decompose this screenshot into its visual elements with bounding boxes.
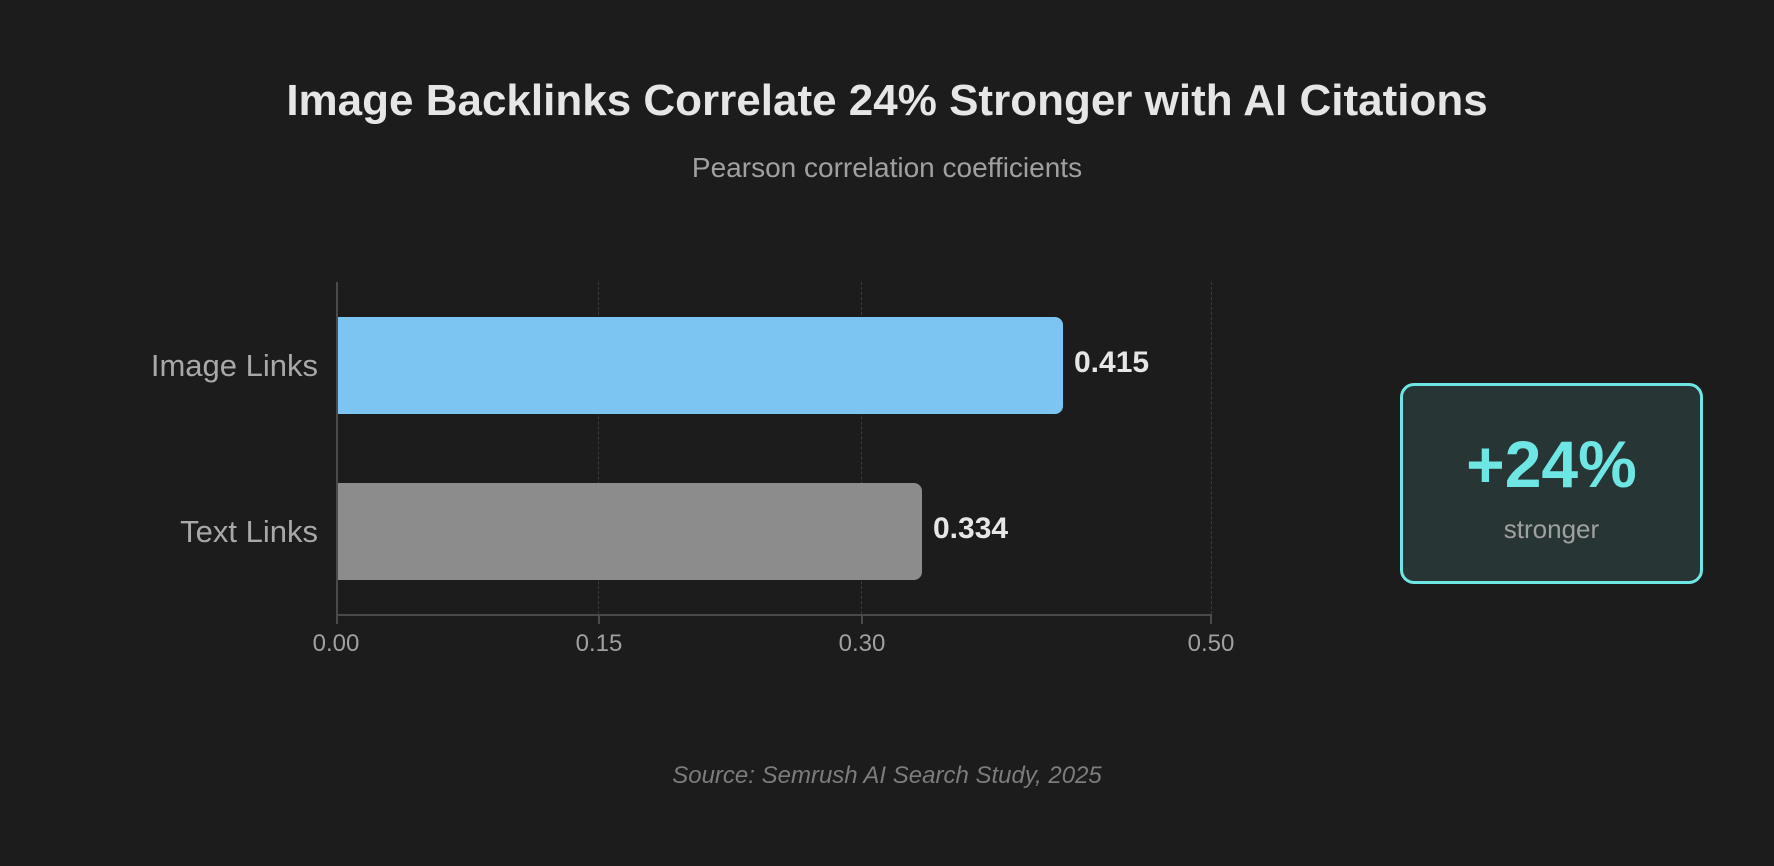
x-tick-label: 0.30 <box>838 630 886 657</box>
gridline-030 <box>861 282 862 614</box>
y-axis-line <box>336 282 338 616</box>
bar-image-links <box>338 317 1063 414</box>
x-tick <box>598 614 600 624</box>
plot-area: 0.415 0.334 0.00 0.15 0.30 0.50 <box>313 282 1234 657</box>
badge-label: stronger <box>1503 514 1600 544</box>
x-tick-label: 0.00 <box>312 630 360 657</box>
x-tick-label: 0.50 <box>1187 630 1235 657</box>
x-tick <box>336 614 338 624</box>
source-note: Source: Semrush AI Search Study, 2025 <box>672 762 1102 789</box>
x-axis-line <box>336 614 1212 616</box>
category-label-image-links: Image Links <box>150 348 318 383</box>
gridline-050 <box>1211 282 1212 614</box>
badge-value: +24% <box>1466 427 1637 501</box>
chart-title: Image Backlinks Correlate 24% Stronger w… <box>286 76 1488 125</box>
category-label-text-links: Text Links <box>180 514 318 549</box>
chart-subtitle: Pearson correlation coefficients <box>691 152 1083 183</box>
x-tick <box>1210 614 1212 624</box>
bar-value-image-links: 0.415 <box>1074 346 1150 379</box>
highlight-badge: +24% stronger <box>1400 383 1703 584</box>
x-tick <box>861 614 863 624</box>
bar-text-links <box>338 483 922 580</box>
gridline-015 <box>598 282 599 614</box>
x-tick-label: 0.15 <box>575 630 623 657</box>
bar-value-text-links: 0.334 <box>933 512 1009 545</box>
